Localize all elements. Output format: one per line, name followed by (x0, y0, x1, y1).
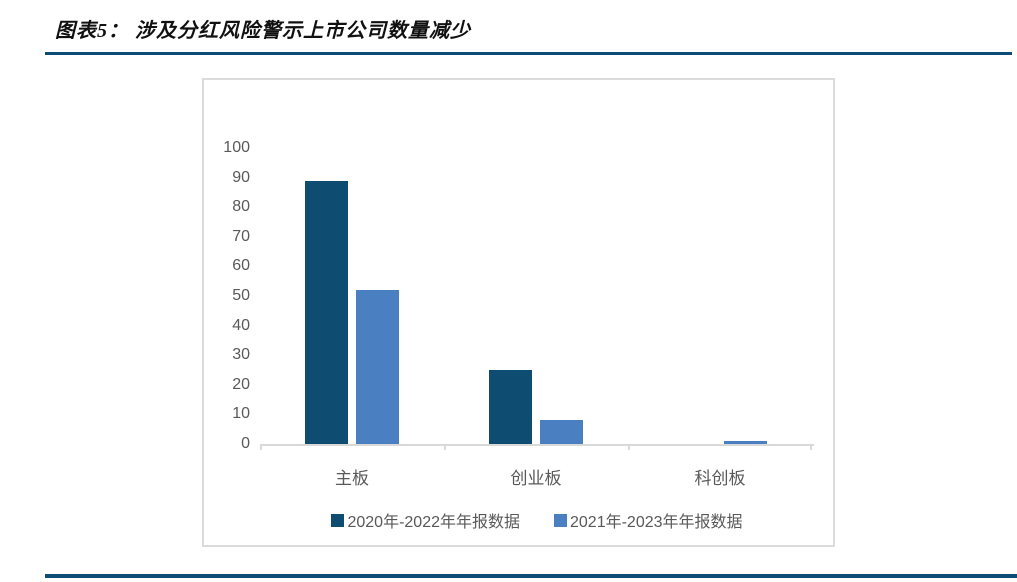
y-axis-tick-label: 70 (232, 227, 250, 245)
y-axis-tick-label: 60 (232, 257, 250, 275)
x-axis-category-label: 主板 (335, 469, 369, 488)
legend-item: 2020年-2022年年报数据 (331, 508, 520, 532)
legend-item: 2021年-2023年年报数据 (554, 508, 743, 532)
x-axis-category-label: 创业板 (510, 469, 562, 488)
x-axis-tick (628, 444, 630, 450)
y-axis-tick-label: 40 (232, 316, 250, 334)
figure-title: 图表5： 涉及分红风险警示上市公司数量减少 (55, 20, 471, 42)
bar-科创板-series2 (724, 441, 767, 444)
y-axis-tick-label: 30 (232, 346, 250, 364)
y-axis-tick-label: 20 (232, 375, 250, 393)
y-axis-tick-label: 80 (232, 198, 250, 216)
y-axis-tick-label: 10 (232, 405, 250, 423)
x-axis-tick (810, 444, 812, 450)
bar-创业板-series2 (540, 420, 583, 444)
legend-swatch-icon (554, 513, 567, 527)
title-underline-rule (45, 52, 1012, 55)
chart-legend: 2020年-2022年年报数据 2021年-2023年年报数据 (260, 508, 814, 532)
bar-chart: 2020年-2022年年报数据 2021年-2023年年报数据 100 90 80 70… (202, 78, 835, 547)
x-axis-tick (260, 444, 262, 450)
page-footer-rule (45, 574, 1017, 578)
bar-主板-series2 (356, 290, 399, 444)
x-axis-tick (444, 444, 446, 450)
bar-创业板-series1 (489, 370, 532, 444)
legend-label: 2021年-2023年年报数据 (570, 514, 743, 531)
x-axis-category-label: 科创板 (694, 469, 746, 488)
y-axis-tick-label: 50 (232, 287, 250, 304)
x-axis-line (260, 444, 814, 446)
legend-swatch-icon (331, 513, 345, 527)
y-axis-tick-label: 100 (223, 139, 250, 156)
legend-label: 2020年-2022年年报数据 (347, 514, 520, 531)
bar-主板-series1 (305, 181, 348, 444)
y-axis-tick-label: 90 (232, 168, 250, 186)
y-axis-tick-label: 0 (241, 435, 250, 452)
